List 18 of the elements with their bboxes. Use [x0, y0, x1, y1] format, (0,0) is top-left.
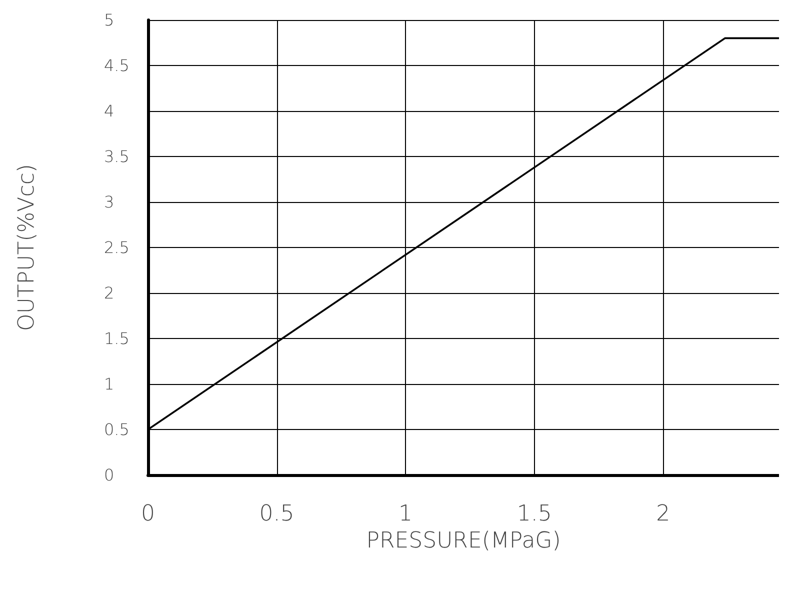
y-tick-label: 2 [104, 284, 114, 302]
x-tick-label: 0.5 [259, 502, 294, 526]
y-tick-label: 2.5 [104, 238, 130, 257]
y-tick-label: 5 [104, 10, 114, 30]
y-tick-label: 1 [104, 374, 114, 394]
y-tick-label: 0 [104, 466, 114, 484]
y-tick-label: 4 [104, 102, 114, 120]
x-axis-title: PRESSURE(MPaG) [366, 528, 561, 554]
y-tick-label: 1.5 [104, 329, 130, 348]
y-tick-label: 3 [104, 192, 114, 212]
x-tick-label: 1.5 [516, 502, 552, 526]
x-tick-label: 1 [398, 502, 413, 526]
y-axis-title: OUTPUT(%Vcc) [14, 164, 40, 331]
x-tick-label: 0 [141, 502, 155, 526]
y-tick-label: 4.5 [104, 56, 130, 75]
x-tick-label: 2 [656, 502, 670, 526]
y-tick-label: 0.5 [104, 420, 130, 439]
y-tick-label: 3.5 [104, 147, 130, 166]
